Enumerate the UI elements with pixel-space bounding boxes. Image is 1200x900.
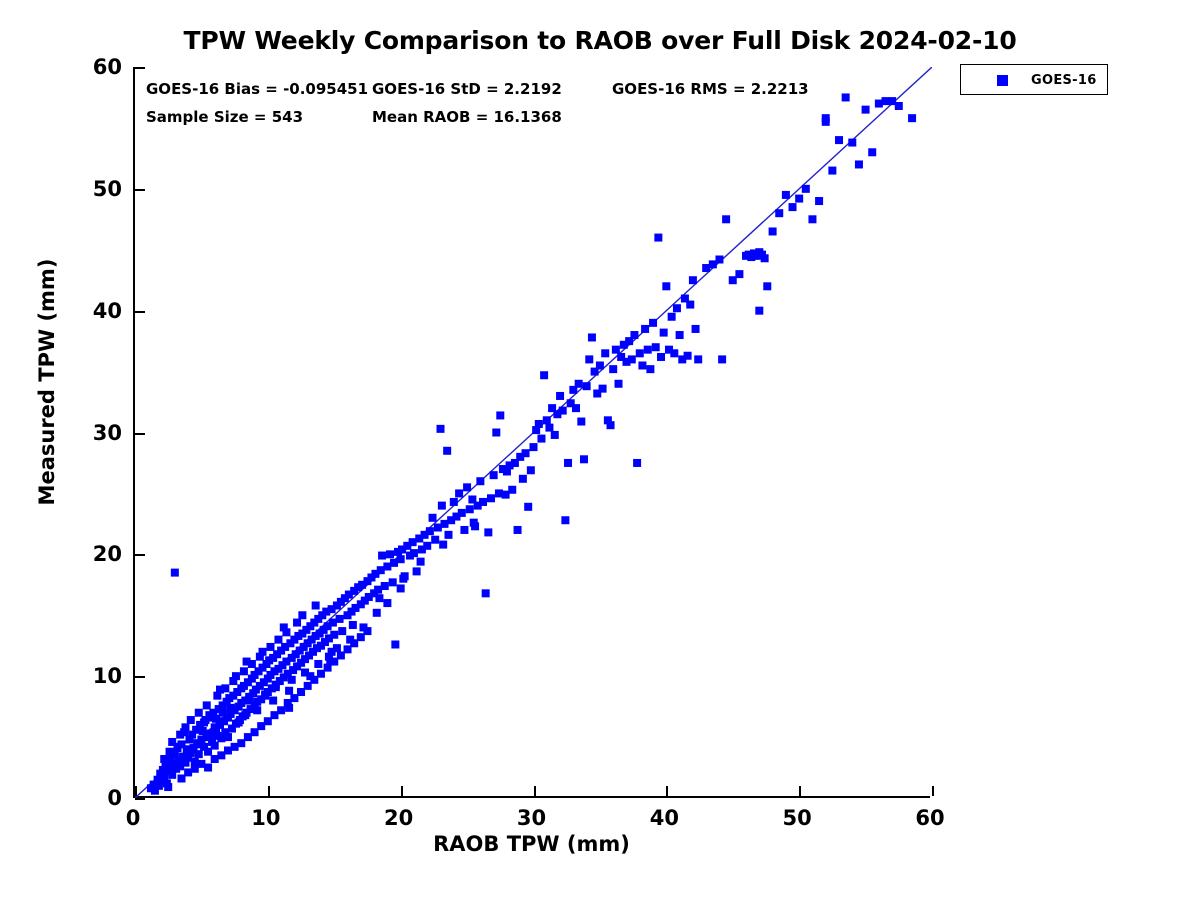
x-tick bbox=[932, 786, 934, 796]
x-axis-label: RAOB TPW (mm) bbox=[433, 832, 630, 856]
x-tick bbox=[666, 786, 669, 796]
y-tick-label: 40 bbox=[92, 298, 122, 323]
x-tick bbox=[135, 786, 137, 796]
x-tick bbox=[267, 786, 270, 796]
legend-swatch-goes16 bbox=[997, 75, 1008, 86]
y-tick-label: 50 bbox=[92, 176, 122, 201]
stat-sample-size: Sample Size = 543 bbox=[146, 108, 304, 126]
y-tick bbox=[135, 310, 145, 313]
x-tick-label: 50 bbox=[782, 806, 812, 830]
y-tick-label: 30 bbox=[92, 420, 122, 445]
y-axis-label: Measured TPW (mm) bbox=[35, 258, 59, 506]
y-tick bbox=[135, 67, 145, 69]
x-tick-label: 20 bbox=[384, 806, 414, 830]
scatter-plot-canvas bbox=[135, 67, 932, 798]
x-tick-label: 60 bbox=[915, 806, 945, 830]
x-tick bbox=[400, 786, 403, 796]
stat-mean-raob: Mean RAOB = 16.1368 bbox=[372, 108, 562, 126]
y-tick bbox=[135, 798, 145, 800]
x-tick bbox=[799, 786, 802, 796]
y-tick-label: 0 bbox=[107, 786, 122, 810]
y-tick-label: 20 bbox=[92, 542, 122, 567]
stat-rms: GOES-16 RMS = 2.2213 bbox=[612, 80, 809, 98]
x-tick-label: 40 bbox=[649, 806, 679, 830]
x-tick bbox=[533, 786, 536, 796]
stat-bias: GOES-16 Bias = -0.095451 bbox=[146, 80, 369, 98]
page-title: TPW Weekly Comparison to RAOB over Full … bbox=[183, 26, 1017, 55]
y-tick-label: 60 bbox=[92, 55, 122, 79]
data-points bbox=[146, 93, 917, 795]
y-tick bbox=[135, 554, 145, 557]
y-tick bbox=[135, 676, 145, 679]
x-tick-label: 30 bbox=[516, 806, 547, 830]
stat-std: GOES-16 StD = 2.2192 bbox=[372, 80, 562, 98]
y-tick bbox=[135, 188, 145, 191]
legend: GOES-16 bbox=[960, 64, 1108, 95]
y-tick bbox=[135, 432, 145, 435]
x-tick-label: 0 bbox=[125, 806, 141, 830]
legend-label-goes16: GOES-16 bbox=[1031, 73, 1097, 88]
y-tick-label: 10 bbox=[92, 664, 122, 689]
plot-area bbox=[133, 67, 934, 800]
x-tick-label: 10 bbox=[251, 806, 281, 830]
